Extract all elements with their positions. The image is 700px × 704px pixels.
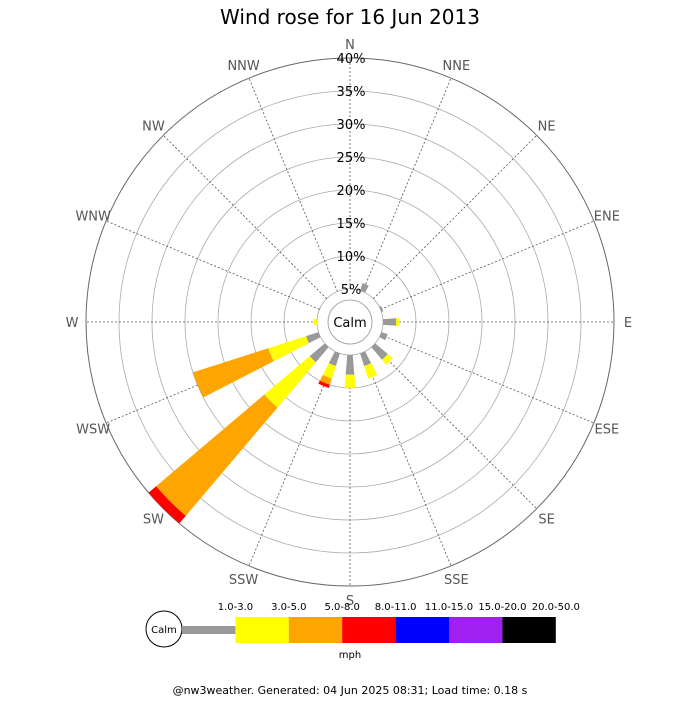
legend-bin-label: 15.0-20.0 — [478, 602, 526, 613]
direction-label-s: S — [346, 594, 354, 609]
legend-swatch-4 — [342, 617, 396, 643]
bar-e-bin1 — [382, 318, 397, 326]
direction-label-ssw: SSW — [229, 573, 259, 588]
bar-se-bin1 — [371, 343, 388, 360]
chart-title: Wind rose for 16 Jun 2013 — [220, 5, 480, 29]
spoke-ese — [380, 334, 595, 424]
direction-label-nnw: NNW — [227, 59, 259, 74]
bar-sw-bin2 — [264, 356, 316, 408]
spoke-wnw — [105, 220, 320, 310]
bar-ene-bin1 — [379, 305, 384, 312]
bar-wsw-bin1 — [306, 332, 321, 344]
bar-se-bin2 — [381, 353, 393, 365]
bar-sw-bin4 — [148, 486, 186, 524]
spoke-sse — [362, 352, 452, 567]
bars-layer — [148, 283, 400, 524]
legend: Calm mph 1.0-3.0 3.0-5.0 5.0-8.0 8.0-11.0 11… — [145, 602, 580, 661]
bar-s-bin2 — [344, 374, 356, 388]
direction-label-ne: NE — [538, 119, 556, 134]
radial-tick-labels: 5% 10% 15% 20% 25% 30% 35% 40% — [337, 52, 366, 298]
legend-unit-label: mph — [339, 650, 361, 661]
radial-tick-label: 15% — [337, 217, 366, 232]
direction-label-nne: NNE — [443, 59, 471, 74]
legend-swatch-1 — [182, 626, 236, 634]
direction-label-se: SE — [538, 513, 554, 528]
legend-bin-label: 3.0-5.0 — [271, 602, 306, 613]
direction-label-nw: NW — [142, 119, 165, 134]
bar-sw-bin3 — [156, 394, 278, 516]
radial-tick-label: 20% — [337, 184, 366, 199]
radial-tick-label: 35% — [337, 85, 366, 100]
bar-ssw-bin1 — [328, 351, 340, 366]
bar-ssw-bin3 — [319, 374, 332, 385]
grid-ring — [217, 189, 483, 455]
bar-ssw-bin2 — [322, 363, 336, 379]
spoke-nnw — [248, 77, 338, 292]
legend-swatch-2 — [235, 617, 289, 643]
bar-ese-bin1 — [379, 332, 388, 341]
radial-tick-label: 30% — [337, 118, 366, 133]
bar-wsw-bin3 — [192, 348, 274, 398]
calm-label: Calm — [333, 316, 366, 331]
calm-circle — [327, 299, 373, 345]
direction-label-wnw: WNW — [75, 210, 111, 225]
radial-tick-label: 10% — [337, 250, 366, 265]
spoke-ssw — [248, 352, 338, 567]
bar-ssw-bin4 — [318, 380, 330, 388]
direction-label-wsw: WSW — [76, 422, 110, 437]
direction-label-ese: ESE — [594, 422, 619, 437]
direction-label-sse: SSE — [444, 573, 469, 588]
legend-bin-label: 1.0-3.0 — [218, 602, 253, 613]
radial-tick-label: 25% — [337, 151, 366, 166]
spoke-nne — [362, 77, 452, 292]
direction-label-e: E — [624, 316, 632, 331]
footer-text: @nw3weather. Generated: 04 Jun 2025 08:3… — [173, 684, 528, 697]
bar-e-bin2 — [396, 317, 400, 327]
bar-s-bin1 — [345, 354, 355, 375]
radial-tick-label: 5% — [341, 283, 362, 298]
spoke-wsw — [105, 334, 320, 424]
bar-sse-bin1 — [360, 351, 372, 366]
bar-sw-bin1 — [309, 343, 329, 363]
calm-center: Calm — [327, 299, 373, 345]
radial-tick-label: 40% — [337, 52, 366, 67]
legend-bin-label: 5.0-8.0 — [324, 602, 359, 613]
grid-ring — [85, 57, 615, 587]
direction-label-ene: ENE — [594, 210, 620, 225]
grid-layer — [85, 57, 615, 587]
legend-swatch-6 — [449, 617, 503, 643]
legend-swatch-5 — [395, 617, 449, 643]
direction-labels: N NNE NE ENE E ESE SE SSE S SSW SW WSW W WNW NW NNW — [66, 38, 633, 609]
spoke-ne — [373, 135, 537, 299]
spoke-ene — [380, 220, 595, 310]
legend-bin-label: 8.0-11.0 — [375, 602, 417, 613]
legend-calm-label: Calm — [151, 625, 177, 636]
bar-w-bin2 — [313, 319, 318, 325]
legend-swatch-7 — [502, 617, 556, 643]
direction-label-w: W — [66, 316, 79, 331]
direction-label-sw: SW — [143, 513, 164, 528]
spoke-se — [373, 345, 537, 509]
legend-bin-label: 20.0-50.0 — [532, 602, 580, 613]
legend-bin-label: 11.0-15.0 — [425, 602, 473, 613]
bar-nne-bin1 — [360, 283, 369, 293]
spoke-nw — [163, 135, 327, 299]
legend-swatch-3 — [288, 617, 343, 643]
direction-label-n: N — [345, 38, 355, 53]
bar-wsw-bin2 — [268, 336, 309, 362]
bar-sse-bin2 — [364, 363, 378, 379]
